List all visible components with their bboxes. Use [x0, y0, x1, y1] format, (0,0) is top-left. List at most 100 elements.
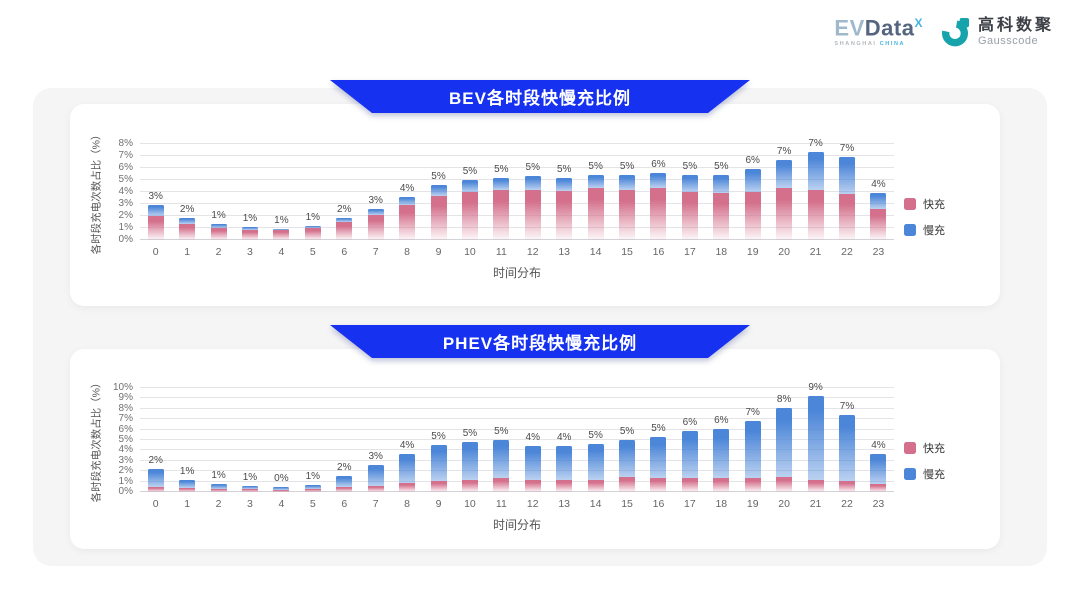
bar-hour-3: 1%	[234, 388, 265, 492]
segment-fast-charge	[870, 483, 887, 492]
bar-hour-5: 1%	[297, 144, 328, 240]
bar-value-label: 1%	[179, 465, 195, 477]
bar-hour-21: 7%	[800, 139, 831, 240]
y-tick-label: 4%	[118, 444, 133, 456]
x-tick-label: 1	[184, 498, 191, 510]
segment-slow-charge	[524, 176, 541, 190]
bar-value-label: 5%	[462, 166, 478, 177]
bar-stack	[807, 396, 824, 492]
bev-chart-card: 各时段充电次数占比（%） 0% 1% 2% 3% 4% 5% 6% 7% 8% 3% 2% 1% 1% 1…	[70, 104, 1000, 306]
charts-panel: BEV各时段快慢充比例 各时段充电次数占比（%） 0% 1% 2% 3% 4% 5% 6% 7…	[33, 80, 1047, 566]
bev-legend: 快充 慢充	[904, 196, 984, 238]
y-tick-label: 2%	[118, 210, 133, 221]
phev-banner-shape: PHEV各时段快慢充比例	[330, 325, 750, 358]
bar-value-label: 2%	[337, 461, 352, 473]
segment-fast-charge	[870, 208, 887, 240]
phev-title-banner: PHEV各时段快慢充比例	[330, 325, 750, 358]
gridline	[140, 428, 894, 430]
x-tick-label: 0	[152, 498, 159, 510]
bar-stack	[179, 218, 196, 240]
bar-hour-23: 4%	[863, 144, 894, 240]
bev-x-axis-title: 时间分布	[492, 265, 541, 280]
segment-slow-charge	[210, 224, 227, 228]
bar-stack	[619, 440, 636, 492]
bar-stack	[838, 157, 855, 240]
gausscode-logo: 高科数聚 Gausscode	[939, 16, 1054, 48]
bar-value-label: 4%	[871, 439, 886, 451]
bar-hour-12: 5%	[517, 144, 548, 240]
x-tick-label: 18	[715, 246, 728, 258]
bev-y-axis-title-text: 各时段充电次数占比（%）	[90, 129, 103, 255]
segment-slow-charge	[241, 226, 258, 230]
bar-value-label: 7%	[839, 143, 855, 155]
segment-slow-charge	[681, 430, 698, 479]
x-tick-label: 7	[372, 246, 379, 258]
segment-slow-charge	[399, 453, 416, 483]
segment-fast-charge	[587, 479, 604, 492]
segment-fast-charge	[776, 477, 793, 492]
y-tick-label: 1%	[118, 222, 133, 233]
bar-hour-8: 4%	[391, 388, 422, 492]
bars: 3% 2% 1% 1% 1% 1% 2% 3% 4% 5% 5% 5% 5% 5% 5% 5% 6% 5% 5% 6%…	[140, 139, 894, 240]
x-tick-label: 20	[778, 246, 790, 258]
phev-chart-title: PHEV各时段快慢充比例	[442, 334, 638, 353]
bar-hour-22: 7%	[831, 144, 862, 240]
segment-slow-charge	[619, 175, 636, 190]
bar-hour-6: 2%	[329, 144, 360, 240]
bar-hour-15: 5%	[611, 144, 642, 240]
segment-fast-charge	[681, 192, 698, 240]
segment-slow-charge	[367, 464, 384, 486]
bar-stack	[430, 184, 447, 240]
segment-slow-charge	[681, 175, 698, 192]
y-tick-label: 10%	[112, 382, 133, 393]
bar-stack	[776, 407, 793, 492]
segment-fast-charge	[807, 479, 824, 492]
segment-fast-charge	[713, 478, 730, 492]
bar-hour-2: 1%	[203, 144, 234, 240]
segment-slow-charge	[587, 175, 604, 189]
x-tick-label: 13	[558, 246, 571, 258]
bar-value-label: 5%	[651, 422, 666, 434]
segment-fast-charge	[493, 478, 510, 492]
x-tick-label: 19	[746, 246, 759, 258]
bars: 2% 1% 1% 1% 0% 1% 2% 3% 4% 5% 5% 5% 4% 4% 5% 5% 5% 6% 6% 7%…	[140, 383, 894, 492]
segment-slow-charge	[461, 180, 478, 192]
bar-stack	[650, 172, 667, 240]
segment-fast-charge	[304, 228, 321, 240]
segment-fast-charge	[744, 478, 761, 492]
phev-chart: 各时段充电次数占比（%） 0% 1% 2% 3% 4% 5% 6% 7% 8% 9% 10% 2% 1%…	[88, 378, 984, 533]
bev-chart: 各时段充电次数占比（%） 0% 1% 2% 3% 4% 5% 6% 7% 8% 3% 2% 1% 1% 1…	[88, 130, 984, 281]
segment-slow-charge	[336, 218, 353, 222]
y-tick-label: 7%	[118, 413, 133, 425]
segment-fast-charge	[210, 488, 227, 492]
bar-value-label: 1%	[305, 211, 321, 223]
segment-slow-charge	[870, 453, 887, 484]
evdata-wordmark: EVDataX	[834, 17, 923, 39]
segment-fast-charge	[179, 224, 196, 240]
bar-value-label: 5%	[494, 163, 509, 175]
segment-slow-charge	[179, 479, 196, 488]
x-tick-label: 2	[215, 246, 222, 258]
segment-fast-charge	[776, 188, 793, 240]
bar-stack	[399, 196, 416, 240]
bar-stack	[870, 453, 887, 492]
bar-value-label: 5%	[556, 163, 572, 175]
bar-value-label: 3%	[368, 194, 383, 206]
bar-hour-3: 1%	[234, 144, 265, 240]
bar-stack	[870, 193, 887, 240]
evdata-wordmark-ev: EV	[834, 15, 865, 41]
x-tick-label: 15	[621, 246, 633, 258]
bar-hour-9: 5%	[423, 388, 454, 492]
x-tick-label: 3	[247, 498, 253, 510]
y-tick-label: 6%	[118, 162, 133, 173]
bar-value-label: 1%	[274, 214, 289, 226]
y-tick-label: 7%	[118, 150, 133, 161]
segment-slow-charge	[776, 407, 793, 478]
bar-hour-17: 5%	[674, 144, 705, 240]
segment-fast-charge	[273, 489, 290, 492]
x-tick-label: 3	[247, 246, 253, 258]
segment-slow-charge	[336, 475, 353, 488]
bar-stack	[241, 226, 258, 240]
segment-slow-charge	[147, 469, 164, 488]
